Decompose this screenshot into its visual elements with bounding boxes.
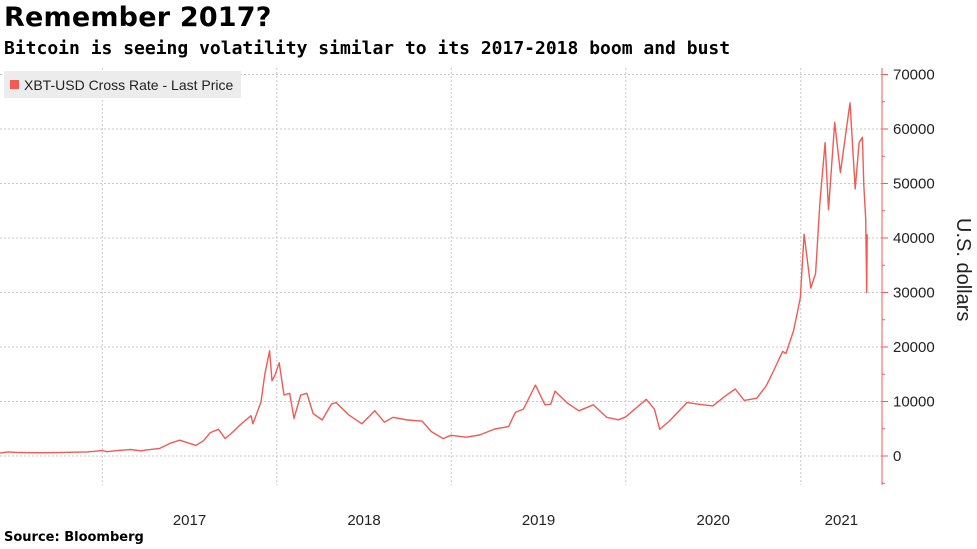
y-tick-label: 40000 (893, 230, 935, 247)
y-tick-label: 0 (893, 448, 901, 465)
x-axis: 2017 2018 2019 2020 2021 (173, 512, 858, 529)
x-tick-label: 2020 (697, 512, 730, 529)
y-axis: 0 10000 20000 30000 40000 50000 60000 70000 (881, 67, 935, 485)
legend: XBT-USD Cross Rate - Last Price (4, 71, 242, 98)
x-tick-label: 2021 (825, 512, 858, 529)
source-note: Source: Bloomberg (4, 530, 144, 545)
legend-swatch (10, 80, 19, 89)
x-tick-label: 2019 (522, 512, 555, 529)
y-axis-title: U.S. dollars (952, 218, 974, 321)
x-tick-label: 2017 (173, 512, 206, 529)
grid (0, 68, 882, 485)
series (0, 102, 868, 454)
y-tick-label: 70000 (893, 67, 935, 84)
y-tick-label: 60000 (893, 121, 935, 138)
legend-label: XBT-USD Cross Rate - Last Price (24, 76, 234, 93)
chart-title: Remember 2017? (4, 2, 272, 33)
y-tick-label: 50000 (893, 176, 935, 193)
chart-subtitle: Bitcoin is seeing volatility similar to … (4, 38, 731, 59)
x-tick-label: 2018 (347, 512, 380, 529)
y-tick-label: 10000 (893, 394, 935, 411)
y-tick-label: 30000 (893, 285, 935, 302)
series-line (0, 102, 868, 454)
y-tick-label: 20000 (893, 339, 935, 356)
